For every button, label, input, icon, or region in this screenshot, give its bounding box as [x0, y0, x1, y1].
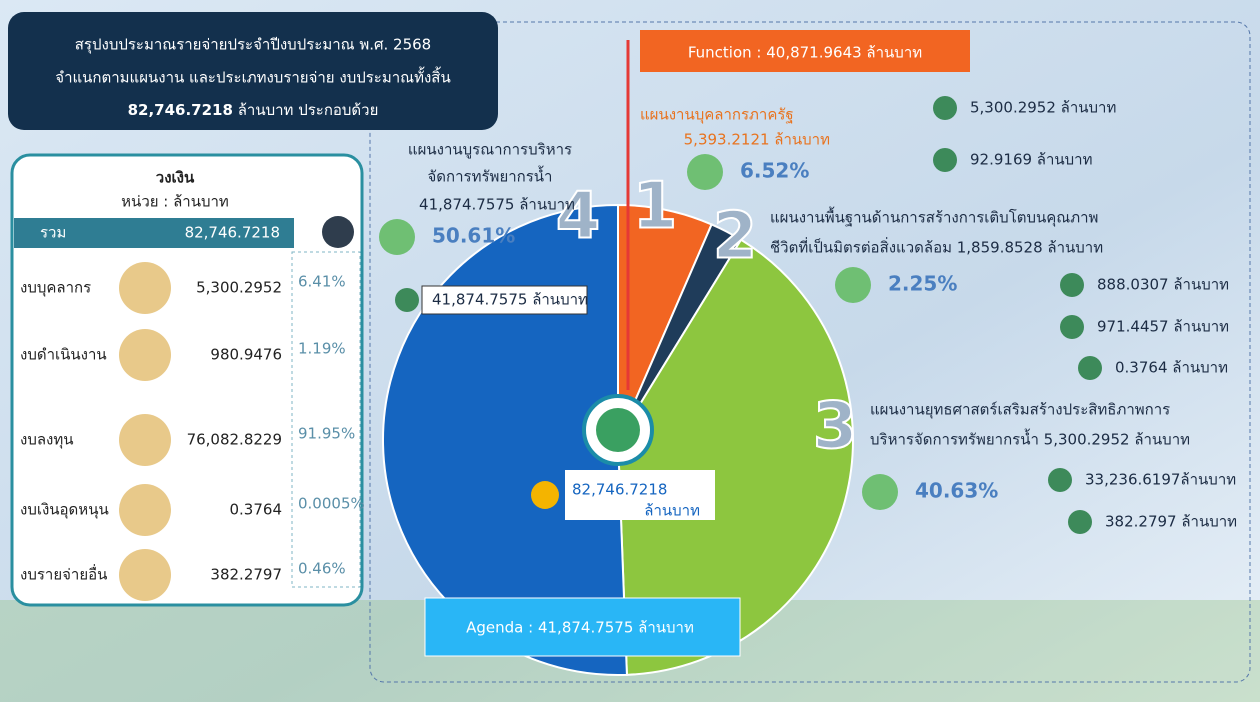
agenda-label: Agenda : 41,874.7575 ล้านบาท: [466, 619, 694, 637]
row-icon: [119, 329, 171, 381]
row-share: 0.0005%: [298, 495, 365, 513]
row-label: งบลงทุน: [20, 431, 74, 450]
item-box: [421, 285, 588, 315]
center-box: [565, 470, 715, 520]
plan-icon: [687, 154, 723, 190]
header-line: จำแนกตามแผนงาน และประเภทงบรายจ่าย งบประม…: [55, 67, 450, 87]
item-icon: [1060, 273, 1084, 297]
row-share: 0.46%: [298, 560, 346, 578]
item-icon: [1078, 356, 1102, 380]
item-icon: [1048, 468, 1072, 492]
row-icon: [119, 414, 171, 466]
plan-share: 40.63%: [915, 479, 998, 503]
item-icon: [933, 96, 957, 120]
item-icon: [1068, 510, 1092, 534]
row-icon: [119, 484, 171, 536]
header-amount: 82,746.7218: [128, 101, 233, 119]
row-amount: 382.2797: [210, 566, 282, 584]
center-unit: ล้านบาท: [644, 502, 700, 520]
row-share: 91.95%: [298, 425, 355, 443]
total-amount: 82,746.7218: [185, 224, 280, 242]
plan-share: 2.25%: [888, 272, 957, 296]
plan-item: 382.2797 ล้านบาท: [1105, 513, 1237, 531]
plan-icon: [379, 219, 415, 255]
plan-number: 3: [813, 390, 858, 464]
plan-line: บริหารจัดการทรัพยากรน้ำ 5,300.2952 ล้านบ…: [870, 429, 1190, 449]
header-rest: ล้านบาท ประกอบด้วย: [238, 101, 379, 119]
row-amount: 980.9476: [210, 346, 282, 364]
plan-item: 0.3764 ล้านบาท: [1115, 359, 1228, 377]
agenda-box: [424, 597, 741, 657]
header-box: [8, 12, 498, 130]
plan-line: 5,393.2121 ล้านบาท: [684, 131, 830, 149]
item-icon: [395, 288, 419, 312]
row-label: งบดำเนินงาน: [20, 346, 107, 364]
plan-item: 33,236.6197ล้านบาท: [1085, 471, 1236, 489]
row-label: งบรายจ่ายอื่น: [20, 564, 107, 584]
row-label: งบบุคลากร: [20, 279, 91, 298]
panel-title: วงเงิน: [156, 169, 195, 187]
plan-number: 1: [633, 170, 678, 244]
plan-number: 2: [713, 200, 758, 274]
plan-line: แผนงานยุทธศาสตร์เสริมสร้างประสิทธิภาพการ: [870, 401, 1170, 420]
row-label: งบเงินอุดหนุน: [20, 501, 109, 520]
total-bar: [14, 218, 294, 248]
pie-wedge: [616, 238, 854, 676]
function-box: [640, 30, 970, 72]
budget-panel: [10, 153, 364, 607]
center-amount: 82,746.7218: [572, 481, 667, 499]
percent-icon: [322, 216, 354, 248]
logo-inner: [596, 408, 640, 452]
plan-icon: [862, 474, 898, 510]
plan-item: 888.0307 ล้านบาท: [1097, 276, 1229, 294]
share-column: [291, 251, 361, 588]
plan-icon: [835, 267, 871, 303]
plan-item: 92.9169 ล้านบาท: [970, 151, 1093, 169]
item-icon: [933, 148, 957, 172]
plan-line: แผนงานบูรณาการบริหาร: [408, 141, 572, 159]
panel-unit: หน่วย : ล้านบาท: [121, 193, 229, 211]
header-line: สรุปงบประมาณรายจ่ายประจำปีงบประมาณ พ.ศ. …: [75, 36, 431, 55]
frame: [369, 21, 1251, 683]
plan-line: 41,874.7575 ล้านบาท: [419, 196, 575, 214]
row-amount: 5,300.2952: [196, 279, 282, 297]
header-line: 82,746.7218 ล้านบาท ประกอบด้วย: [128, 101, 379, 119]
function-label: Function : 40,871.9643 ล้านบาท: [688, 44, 922, 62]
row-amount: 0.3764: [230, 501, 283, 519]
plan-share: 6.52%: [740, 159, 809, 183]
row-share: 6.41%: [298, 273, 346, 291]
money-icon: [531, 481, 559, 509]
plan-line: แผนงานบุคลากรภาครัฐ: [640, 106, 794, 125]
item-icon: [1060, 315, 1084, 339]
plan-item: 5,300.2952 ล้านบาท: [970, 99, 1116, 117]
plan-line: จัดการทรัพยากรน้ำ: [428, 166, 553, 186]
total-label: รวม: [40, 224, 66, 242]
row-icon: [119, 262, 171, 314]
plan-line: แผนงานพื้นฐานด้านการสร้างการเติบโตบนคุณภ…: [770, 207, 1098, 228]
row-amount: 76,082.8229: [187, 431, 282, 449]
row-share: 1.19%: [298, 340, 346, 358]
row-icon: [119, 549, 171, 601]
plan-item: 41,874.7575 ล้านบาท: [432, 291, 588, 309]
plan-number: 4: [556, 180, 601, 254]
plan-item: 971.4457 ล้านบาท: [1097, 318, 1229, 336]
plan-line: ชีวิตที่เป็นมิตรต่อสิ่งแวดล้อม 1,859.852…: [770, 237, 1103, 257]
plan-share: 50.61%: [432, 224, 515, 248]
